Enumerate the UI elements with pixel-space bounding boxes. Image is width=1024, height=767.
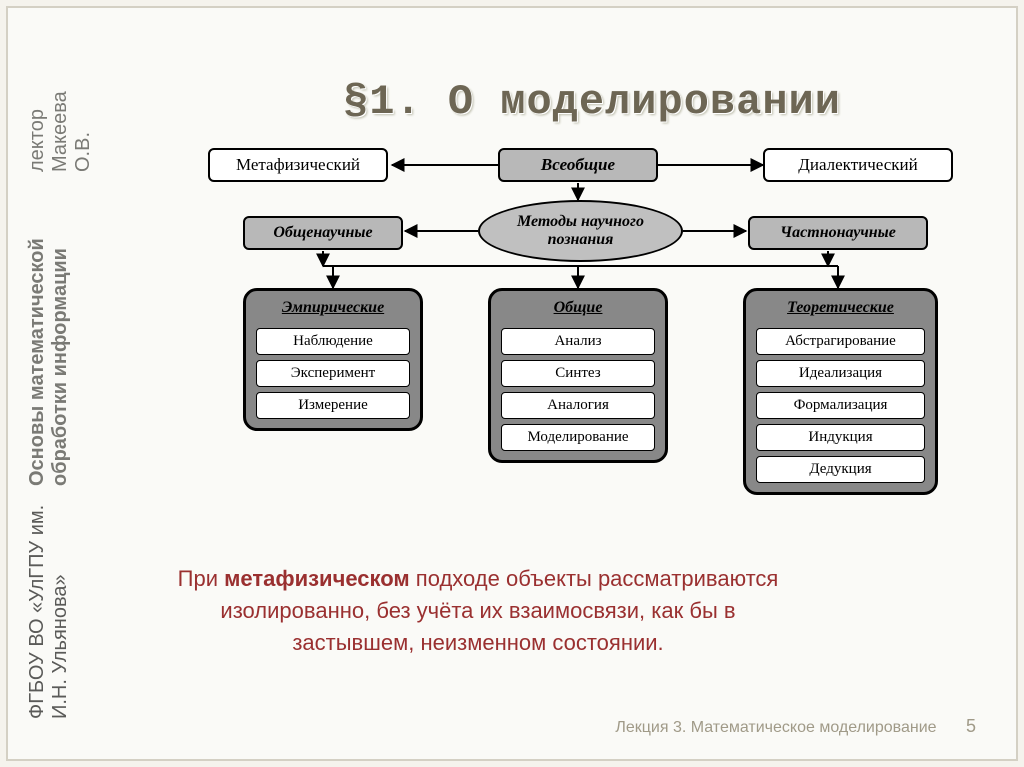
caption-prefix: При [178, 566, 224, 591]
diagram-panel-0: Эмпирические Наблюдение Эксперимент Измерен… [243, 288, 423, 431]
sidebar-metadata: ФГБОУ ВО «УлГПУ им. И.Н. Ульянова» Основ… [26, 48, 136, 719]
diagram-panel-item: Измерение [256, 392, 410, 419]
diagram-panel-item: Синтез [501, 360, 655, 387]
diagram-panel-item: Анализ [501, 328, 655, 355]
methods-diagram: Метафизический Всеобщие Диалектический Обще… [188, 138, 988, 538]
footer-lecture: Лекция 3. Математическое моделирование [615, 719, 936, 736]
diagram-panel-item: Дедукция [756, 456, 925, 483]
diagram-panel-header: Эмпирические [250, 295, 416, 323]
diagram-panel-2: Теоретические Абстрагирование Идеализация Ф… [743, 288, 938, 495]
caption-text: При метафизическом подходе объекты рассм… [168, 563, 788, 659]
diagram-panel-item: Моделирование [501, 424, 655, 451]
diagram-panel-item: Эксперимент [256, 360, 410, 387]
diagram-panel-item: Аналогия [501, 392, 655, 419]
diagram-panel-item: Формализация [756, 392, 925, 419]
sidebar-lecturer: лектор Макеева О.В. [26, 48, 136, 172]
diagram-node-mid-right: Частнонаучные [748, 216, 928, 250]
diagram-panel-item: Идеализация [756, 360, 925, 387]
diagram-node-top-left: Метафизический [208, 148, 388, 182]
caption-emphasis: метафизическом [224, 566, 410, 591]
slide-frame: ФГБОУ ВО «УлГПУ им. И.Н. Ульянова» Основ… [6, 6, 1018, 761]
sidebar-institution: ФГБОУ ВО «УлГПУ им. И.Н. Ульянова» [26, 488, 136, 719]
slide-title: §1. О моделировании [208, 78, 976, 126]
diagram-node-center: Методы научного познания [478, 200, 683, 262]
sidebar-course: Основы математической обработки информац… [26, 174, 136, 486]
diagram-panel-item: Абстрагирование [756, 328, 925, 355]
diagram-node-mid-left: Общенаучные [243, 216, 403, 250]
diagram-panel-item: Индукция [756, 424, 925, 451]
diagram-panel-header: Теоретические [750, 295, 931, 323]
diagram-panel-1: Общие Анализ Синтез Аналогия Моделирование [488, 288, 668, 463]
footer-page-number: 5 [966, 716, 976, 736]
diagram-panel-item: Наблюдение [256, 328, 410, 355]
slide-footer: Лекция 3. Математическое моделирование 5 [615, 716, 976, 737]
diagram-node-top-mid: Всеобщие [498, 148, 658, 182]
diagram-panel-header: Общие [495, 295, 661, 323]
diagram-node-top-right: Диалектический [763, 148, 953, 182]
